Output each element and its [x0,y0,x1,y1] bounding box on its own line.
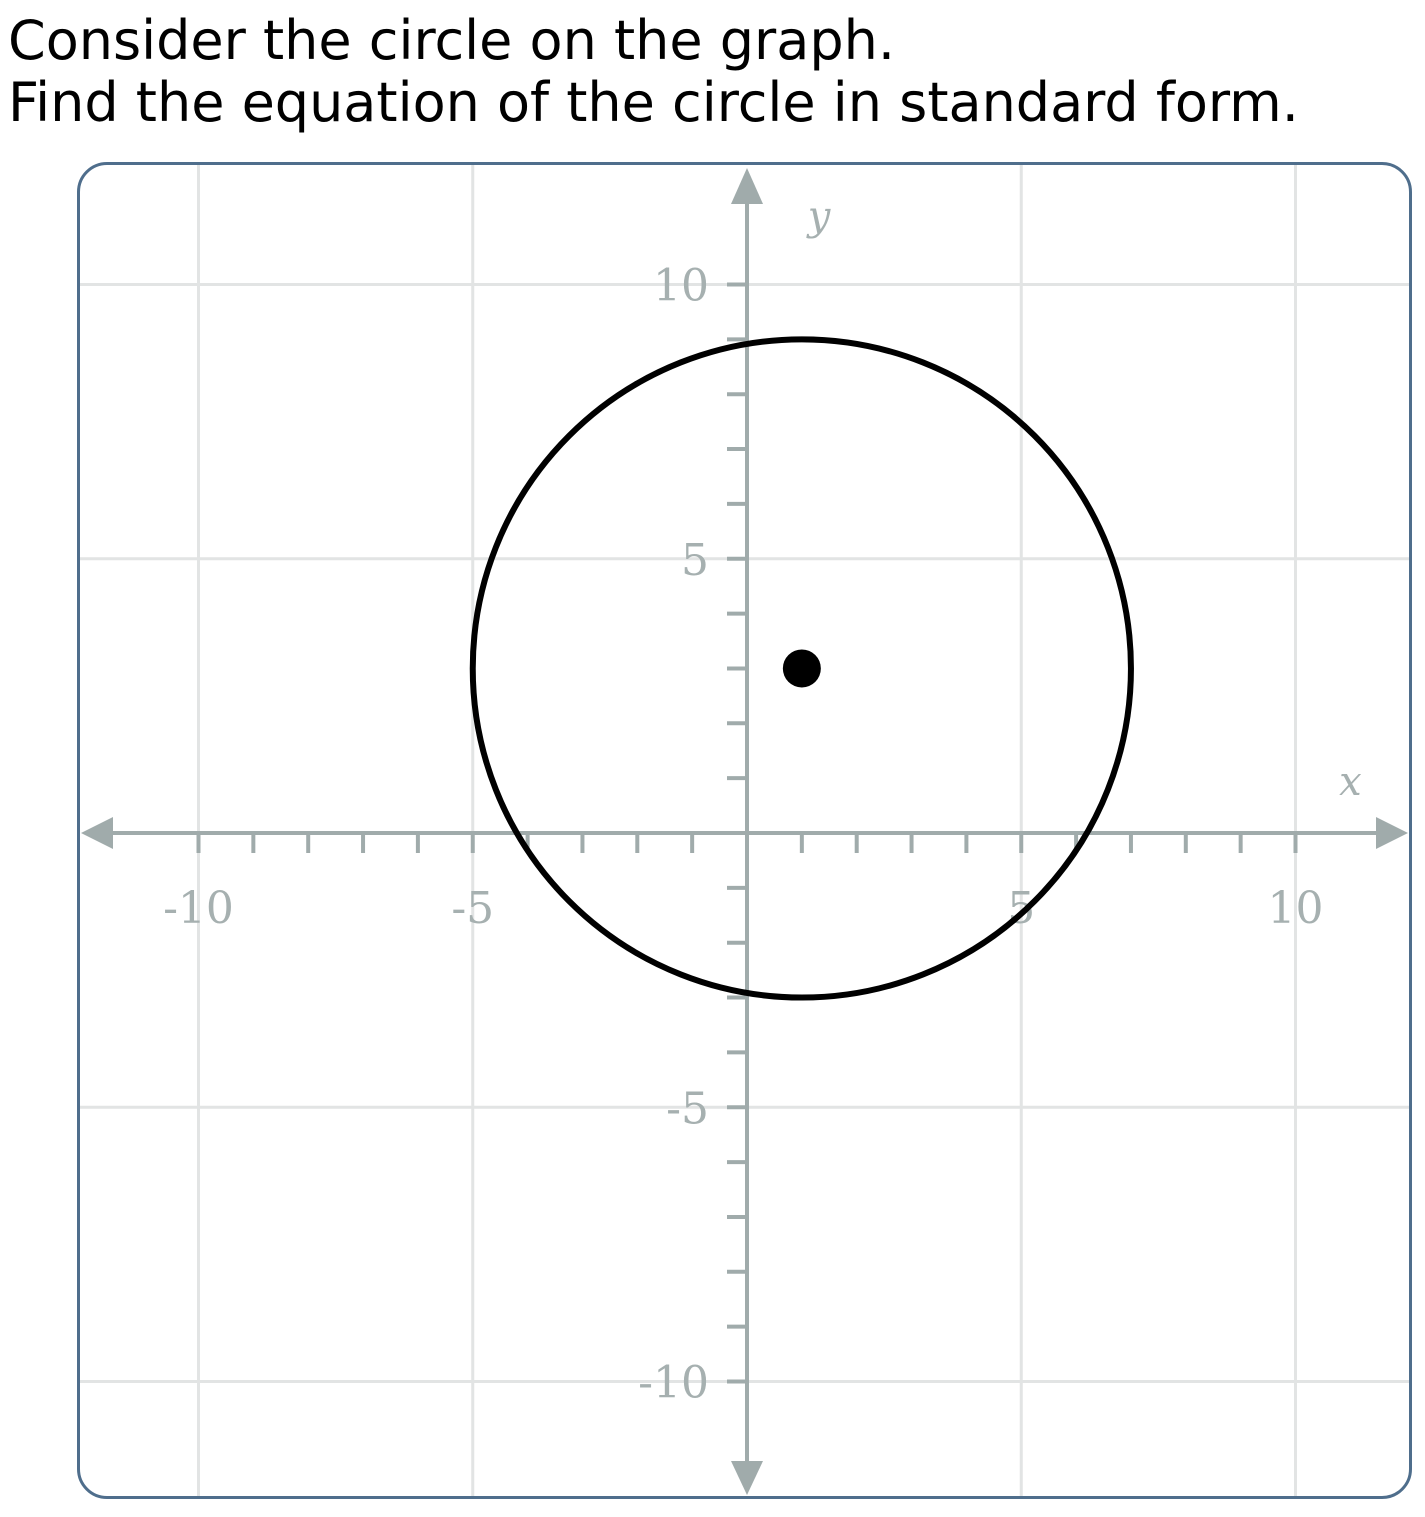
x-axis-label: x [1339,759,1362,805]
x-axis-right-arrow [1376,817,1408,849]
y-axis-up-arrow [731,168,763,204]
x-tick-label: -10 [163,883,234,934]
question-line-2: Find the equation of the circle in stand… [8,71,1299,134]
axes [81,168,1408,1495]
y-tick-label: 10 [653,261,709,312]
x-tick-label: 10 [1268,883,1324,934]
x-axis-left-arrow [81,817,113,849]
grid-lines [80,165,1409,1496]
axis-ticks [196,282,1298,1384]
y-axis-label: y [806,194,832,240]
y-axis-down-arrow [731,1461,763,1495]
circle-curve [469,336,1134,1001]
coordinate-graph: -10 -5 5 10 10 5 -5 -10 x y [77,162,1412,1499]
y-tick-label: 5 [681,535,709,586]
question-line-1: Consider the circle on the graph. [8,9,895,72]
y-tick-label: -10 [638,1358,709,1409]
curves [469,336,1134,1001]
center-point [782,649,821,688]
x-tick-label: -5 [451,883,494,934]
question-text: Consider the circle on the graph. Find t… [8,10,1299,134]
y-tick-label: -5 [666,1083,709,1134]
